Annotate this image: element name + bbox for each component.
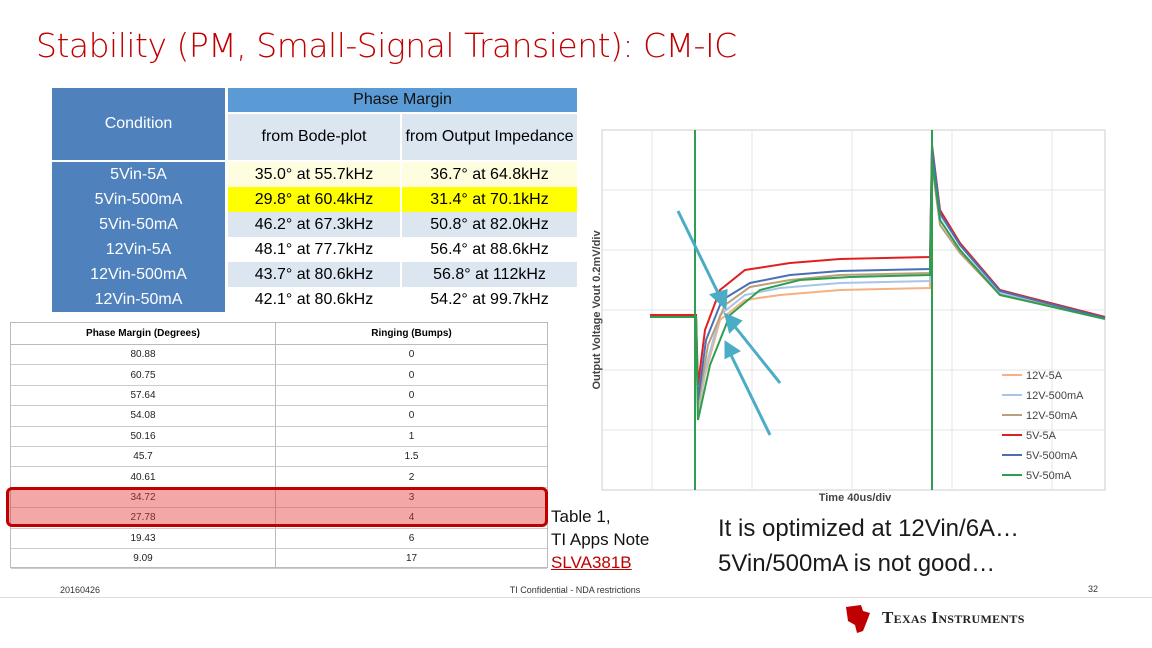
- ringing-cell: 2: [275, 467, 547, 488]
- ringing-cell: 4: [275, 508, 547, 529]
- ringing-cell: 1: [275, 426, 547, 447]
- ringing-table: Phase Margin (Degrees) Ringing (Bumps) 80.…: [10, 322, 548, 570]
- pm-cell: 50.16: [11, 427, 275, 447]
- y-axis-label: Output Voltage Vout 0.2mV/div: [591, 230, 603, 390]
- caption-line: Table 1,: [551, 507, 611, 526]
- sub-header: from Bode-plot: [228, 114, 400, 160]
- waveforms: [650, 144, 1106, 421]
- scope-plot: Output Voltage Vout 0.2mV/div Time 40us/…: [591, 129, 1106, 504]
- legend-label: 5V-5A: [1026, 430, 1057, 442]
- comment: It is optimized at 12Vin/6A… 5Vin/500mA …: [718, 511, 1019, 581]
- condition-cell: 5Vin-500mA: [52, 187, 225, 212]
- comment-line: 5Vin/500mA is not good…: [718, 550, 996, 577]
- condition-cell: 5Vin-5A: [52, 162, 225, 187]
- pm-cell: 54.08: [11, 406, 275, 427]
- bode-cell: 43.7° at 80.6kHz: [228, 262, 400, 287]
- pm-cell: 60.75: [11, 365, 275, 386]
- condition-cell: 12Vin-50mA: [52, 287, 225, 312]
- legend: 12V-5A 12V-500mA 12V-50mA 5V-5A 5V-500mA 5V-5…: [1002, 370, 1084, 482]
- slide-title: Stability (PM, Small-Signal Transient): …: [36, 26, 737, 65]
- arrows: [676, 210, 782, 436]
- bode-cell: 29.8° at 60.4kHz: [228, 187, 400, 212]
- ringing-cell: 0: [275, 385, 547, 407]
- header-cell: Ringing (Bumps): [275, 323, 547, 345]
- comment-line: It is optimized at 12Vin/6A…: [718, 515, 1020, 542]
- legend-label: 12V-50mA: [1026, 410, 1078, 422]
- pm-cell: 80.88: [11, 345, 275, 366]
- legend-label: 5V-500mA: [1026, 450, 1078, 462]
- condition-cell: 5Vin-50mA: [52, 212, 225, 237]
- pm-cell: 45.7: [11, 447, 275, 468]
- bode-cell: 48.1° at 77.7kHz: [228, 237, 400, 262]
- highlight-box: [6, 487, 548, 527]
- pm-cell: 57.64: [11, 386, 275, 407]
- footer-rule: [0, 597, 1152, 598]
- ringing-cell: 17: [275, 549, 547, 570]
- impedance-cell: 56.8° at 112kHz: [402, 262, 577, 287]
- bode-cell: 46.2° at 67.3kHz: [228, 212, 400, 237]
- ringing-cell: 3: [275, 487, 547, 509]
- footer-confidential: TI Confidential - NDA restrictions: [509, 585, 641, 595]
- bode-cell: 42.1° at 80.6kHz: [228, 287, 400, 312]
- pm-cell: 9.09: [11, 549, 275, 570]
- x-axis-label: Time 40us/div: [819, 492, 892, 504]
- ti-logo-text: Texas Instruments: [882, 608, 1025, 627]
- pm-cell: 34.72: [11, 488, 275, 509]
- page-number: 32: [1088, 584, 1099, 594]
- ringing-cell: 1.5: [275, 447, 547, 468]
- footer-date: 20160426: [60, 585, 101, 595]
- grid: [602, 130, 1105, 490]
- bode-cell: 35.0° at 55.7kHz: [228, 162, 400, 187]
- pm-cell: 19.43: [11, 529, 275, 549]
- caption: Table 1, TI Apps Note SLVA381B: [551, 505, 649, 574]
- legend-label: 12V-500mA: [1026, 390, 1084, 402]
- condition-cell: 12Vin-500mA: [52, 262, 225, 287]
- phase-margin-table: Condition Phase Margin from Bode-plot fr…: [52, 88, 577, 312]
- ti-logo-mark: [846, 605, 870, 633]
- caption-link[interactable]: SLVA381B: [551, 553, 632, 572]
- caption-line: TI Apps Note: [551, 530, 650, 549]
- sub-header: from Output Impedance: [402, 114, 577, 160]
- ringing-cell: 6: [275, 528, 547, 549]
- legend-label: 12V-5A: [1026, 370, 1063, 382]
- header-cell: Phase Margin (Degrees): [11, 323, 275, 345]
- ringing-cell: 0: [275, 406, 547, 427]
- impedance-cell: 54.2° at 99.7kHz: [402, 287, 577, 312]
- ringing-cell: 0: [275, 345, 547, 366]
- pm-cell: 40.61: [11, 467, 275, 488]
- pm-cell: 27.78: [11, 508, 275, 529]
- legend-label: 5V-50mA: [1026, 470, 1072, 482]
- condition-header: Condition: [52, 88, 225, 160]
- group-header: Phase Margin: [228, 88, 577, 112]
- impedance-cell: 56.4° at 88.6kHz: [402, 237, 577, 262]
- impedance-cell: 36.7° at 64.8kHz: [402, 162, 577, 187]
- condition-cell: 12Vin-5A: [52, 237, 225, 262]
- impedance-cell: 50.8° at 82.0kHz: [402, 212, 577, 237]
- impedance-cell: 31.4° at 70.1kHz: [402, 187, 577, 212]
- ringing-cell: 0: [275, 365, 547, 386]
